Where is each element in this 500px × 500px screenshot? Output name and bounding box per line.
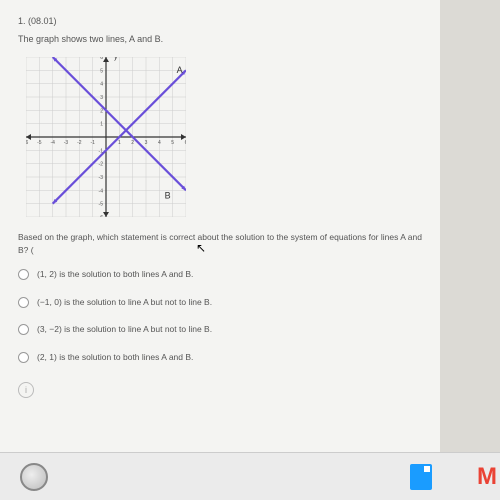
answer-option-label: (2, 1) is the solution to both lines A a… bbox=[37, 351, 193, 365]
svg-text:-6: -6 bbox=[26, 140, 28, 146]
svg-text:1: 1 bbox=[100, 121, 103, 127]
svg-text:1: 1 bbox=[118, 140, 121, 146]
svg-text:-3: -3 bbox=[99, 175, 104, 181]
svg-text:3: 3 bbox=[145, 140, 148, 146]
svg-text:-2: -2 bbox=[99, 161, 104, 167]
question-followup: Based on the graph, which statement is c… bbox=[18, 231, 426, 258]
taskbar: M bbox=[0, 452, 500, 500]
answer-option-label: (3, −2) is the solution to line A but no… bbox=[37, 323, 212, 337]
answer-option[interactable]: (3, −2) is the solution to line A but no… bbox=[18, 323, 426, 337]
svg-text:A: A bbox=[177, 65, 183, 75]
svg-text:y: y bbox=[114, 57, 118, 61]
svg-text:-3: -3 bbox=[64, 140, 69, 146]
svg-text:5: 5 bbox=[100, 68, 103, 74]
svg-text:2: 2 bbox=[100, 108, 103, 114]
m-icon[interactable]: M bbox=[474, 464, 500, 490]
graph: -6-5-4-3-2-1123456-6-5-4-3-2-1123456yAB bbox=[26, 57, 186, 217]
radio-icon[interactable] bbox=[18, 297, 29, 308]
svg-text:-6: -6 bbox=[99, 215, 104, 217]
svg-text:-4: -4 bbox=[50, 140, 55, 146]
svg-text:4: 4 bbox=[100, 81, 103, 87]
svg-text:2: 2 bbox=[131, 140, 134, 146]
svg-text:-1: -1 bbox=[90, 140, 95, 146]
svg-text:3: 3 bbox=[100, 95, 103, 101]
answer-option[interactable]: (1, 2) is the solution to both lines A a… bbox=[18, 268, 426, 282]
svg-text:-2: -2 bbox=[77, 140, 82, 146]
question-prompt: The graph shows two lines, A and B. bbox=[18, 32, 426, 46]
answer-option[interactable]: (−1, 0) is the solution to line A but no… bbox=[18, 296, 426, 310]
cortana-circle-icon[interactable] bbox=[20, 463, 48, 491]
svg-text:-5: -5 bbox=[99, 201, 104, 207]
answer-options: (1, 2) is the solution to both lines A a… bbox=[18, 268, 426, 364]
svg-text:5: 5 bbox=[171, 140, 174, 146]
svg-text:4: 4 bbox=[158, 140, 161, 146]
answer-option[interactable]: (2, 1) is the solution to both lines A a… bbox=[18, 351, 426, 365]
help-icon[interactable]: i bbox=[18, 382, 34, 398]
radio-icon[interactable] bbox=[18, 352, 29, 363]
question-panel: 1. (08.01) The graph shows two lines, A … bbox=[0, 0, 440, 452]
svg-text:B: B bbox=[165, 190, 171, 200]
doc-icon[interactable] bbox=[408, 464, 434, 490]
radio-icon[interactable] bbox=[18, 269, 29, 280]
svg-text:6: 6 bbox=[100, 57, 103, 61]
answer-option-label: (−1, 0) is the solution to line A but no… bbox=[37, 296, 212, 310]
svg-text:6: 6 bbox=[185, 140, 186, 146]
svg-text:-5: -5 bbox=[37, 140, 42, 146]
question-number: 1. (08.01) bbox=[18, 14, 426, 28]
radio-icon[interactable] bbox=[18, 324, 29, 335]
answer-option-label: (1, 2) is the solution to both lines A a… bbox=[37, 268, 193, 282]
svg-text:-4: -4 bbox=[99, 188, 104, 194]
